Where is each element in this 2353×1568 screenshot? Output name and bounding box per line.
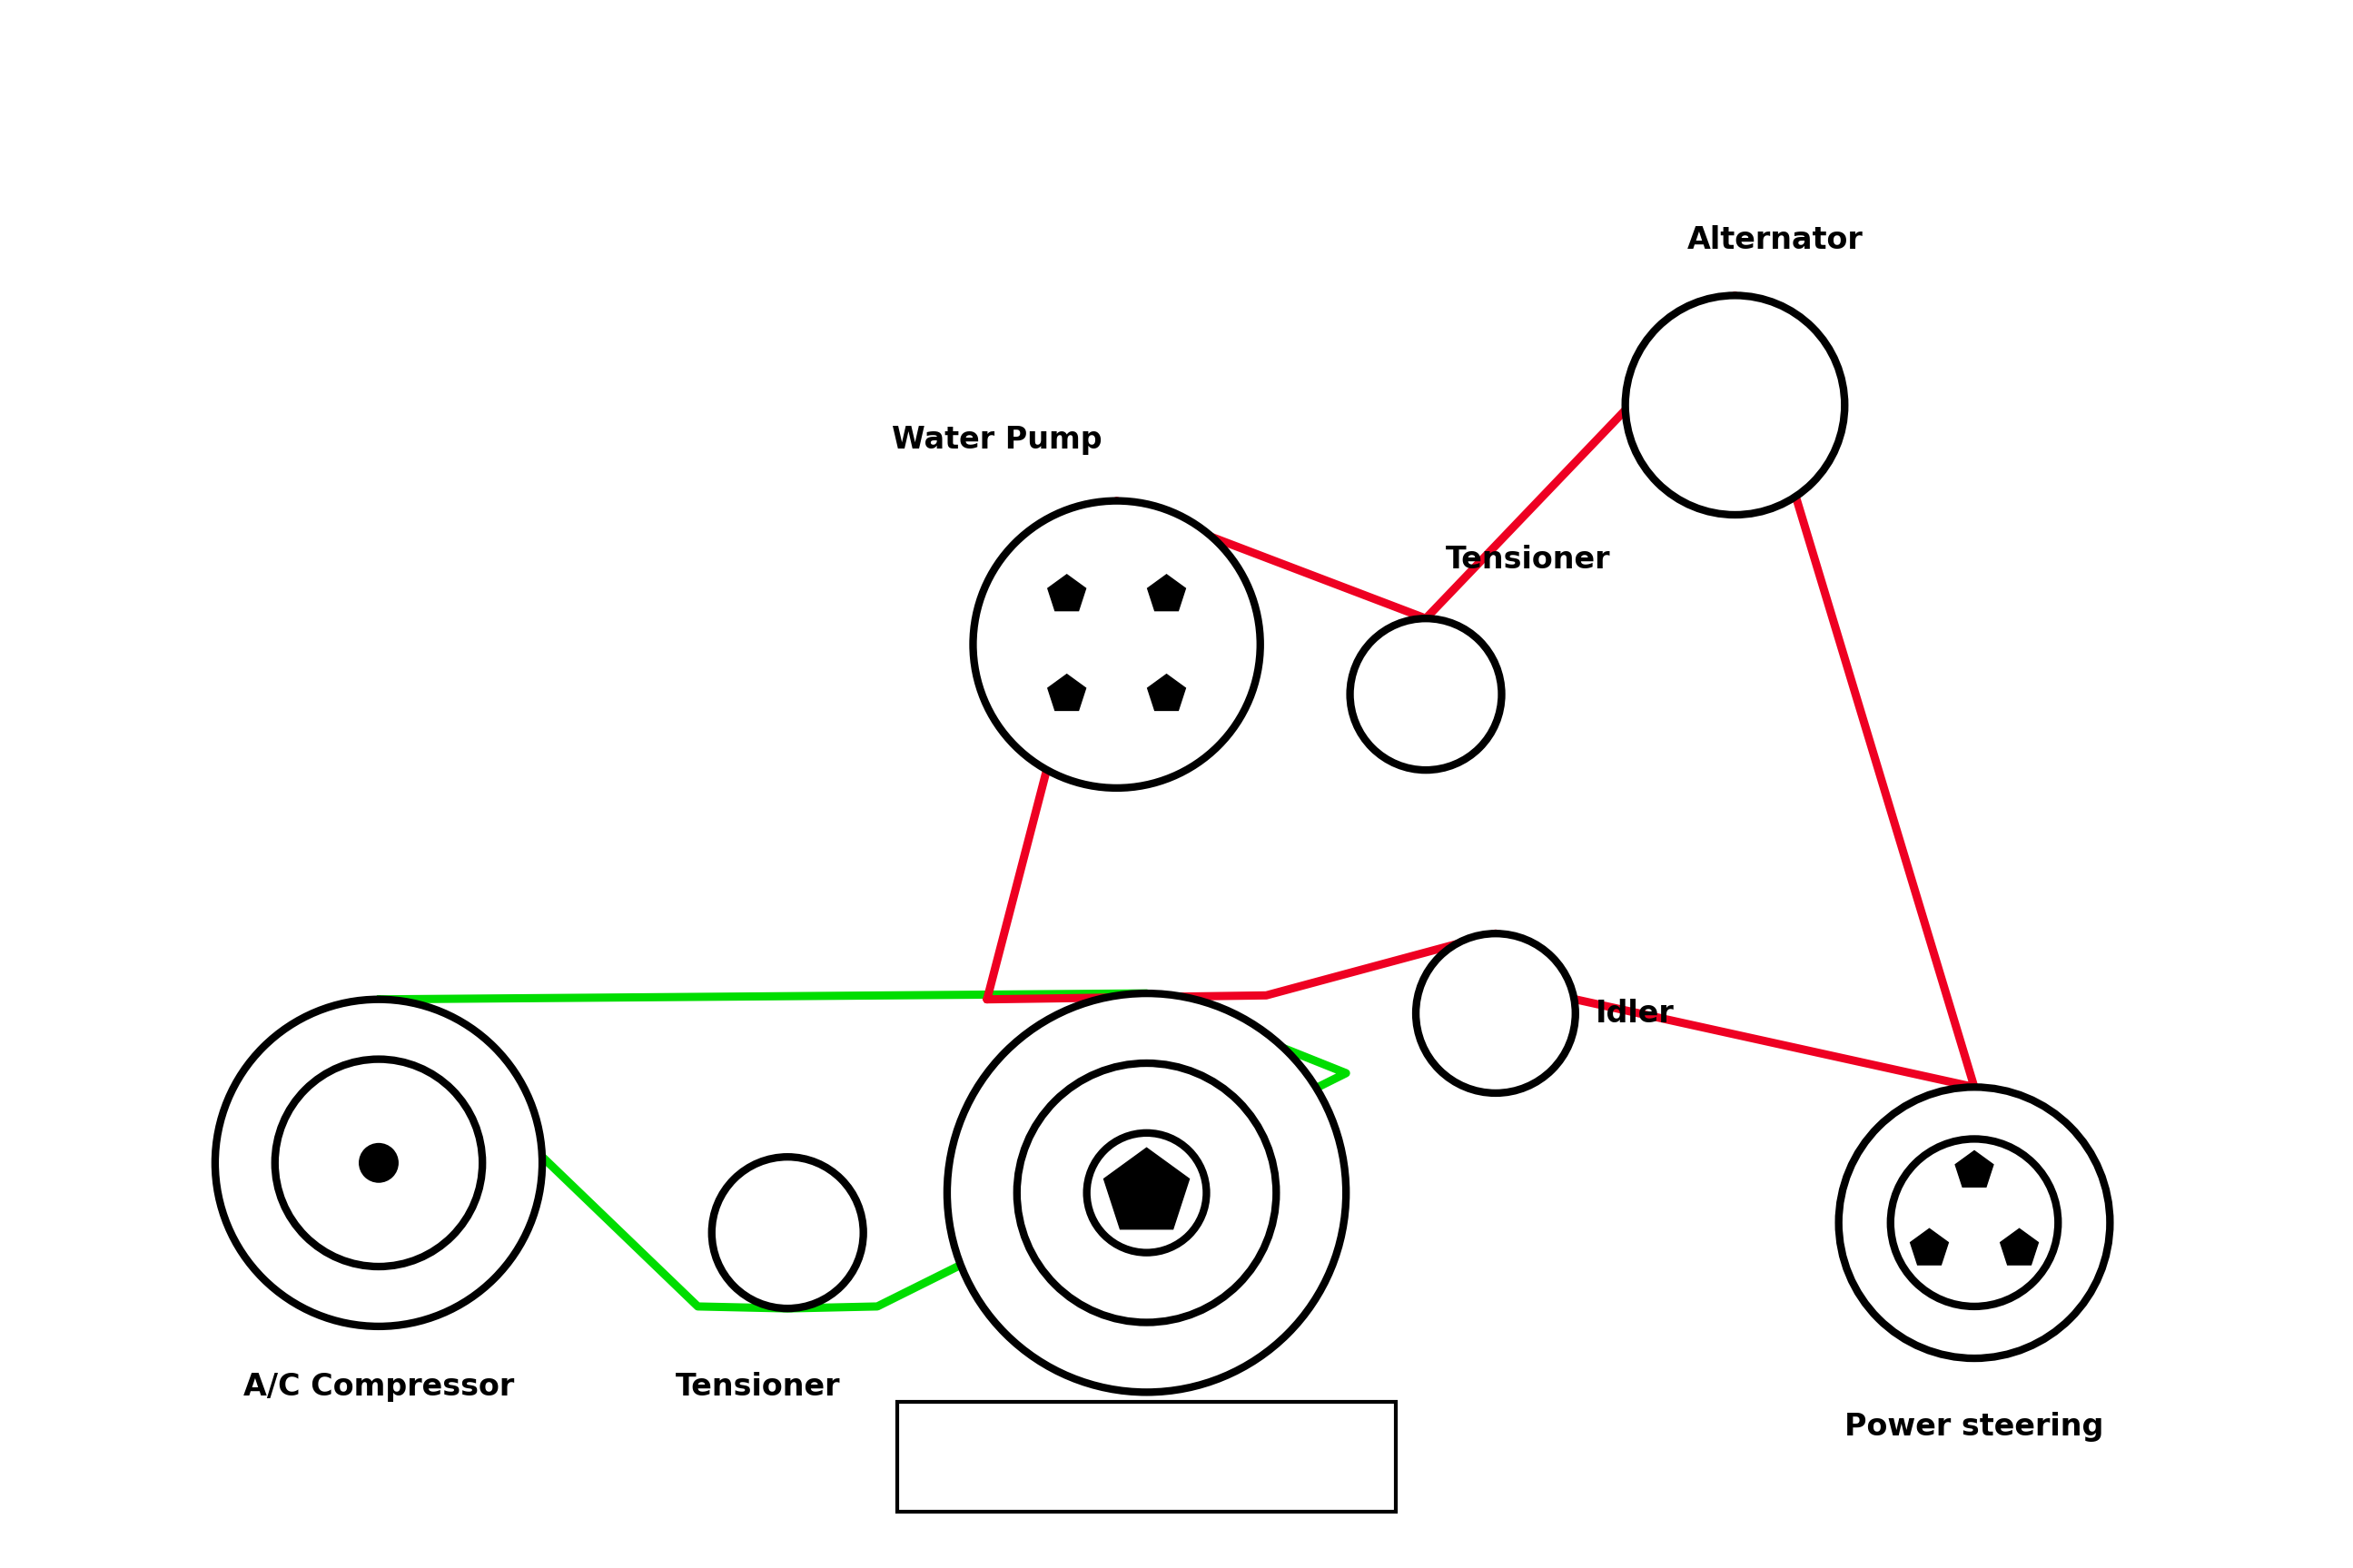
Polygon shape [1911, 1229, 1948, 1265]
Polygon shape [2000, 1229, 2038, 1265]
Circle shape [1626, 295, 1845, 514]
Text: Water Pump: Water Pump [892, 425, 1101, 455]
Circle shape [948, 994, 1346, 1392]
Text: A/C Compressor: A/C Compressor [242, 1372, 513, 1402]
Circle shape [1087, 1134, 1207, 1253]
Circle shape [711, 1157, 864, 1308]
Polygon shape [1047, 674, 1085, 710]
Polygon shape [1148, 574, 1186, 610]
Text: Tensioner: Tensioner [1445, 544, 1609, 574]
Polygon shape [1148, 674, 1186, 710]
Circle shape [1889, 1138, 2059, 1306]
Circle shape [358, 1143, 398, 1182]
Text: Tensioner: Tensioner [675, 1372, 840, 1402]
Text: Idler: Idler [1595, 999, 1673, 1029]
Circle shape [1417, 933, 1577, 1093]
Circle shape [974, 500, 1261, 789]
Circle shape [214, 999, 541, 1327]
Text: Power steering: Power steering [1845, 1413, 2104, 1443]
Text: Alternator: Alternator [1687, 226, 1864, 256]
Polygon shape [1104, 1148, 1188, 1229]
Circle shape [275, 1060, 482, 1267]
Circle shape [1016, 1063, 1275, 1322]
Polygon shape [1955, 1151, 1993, 1187]
Circle shape [1351, 618, 1501, 770]
Polygon shape [1047, 574, 1085, 610]
Circle shape [1838, 1087, 2111, 1358]
Bar [896, 1402, 1395, 1512]
